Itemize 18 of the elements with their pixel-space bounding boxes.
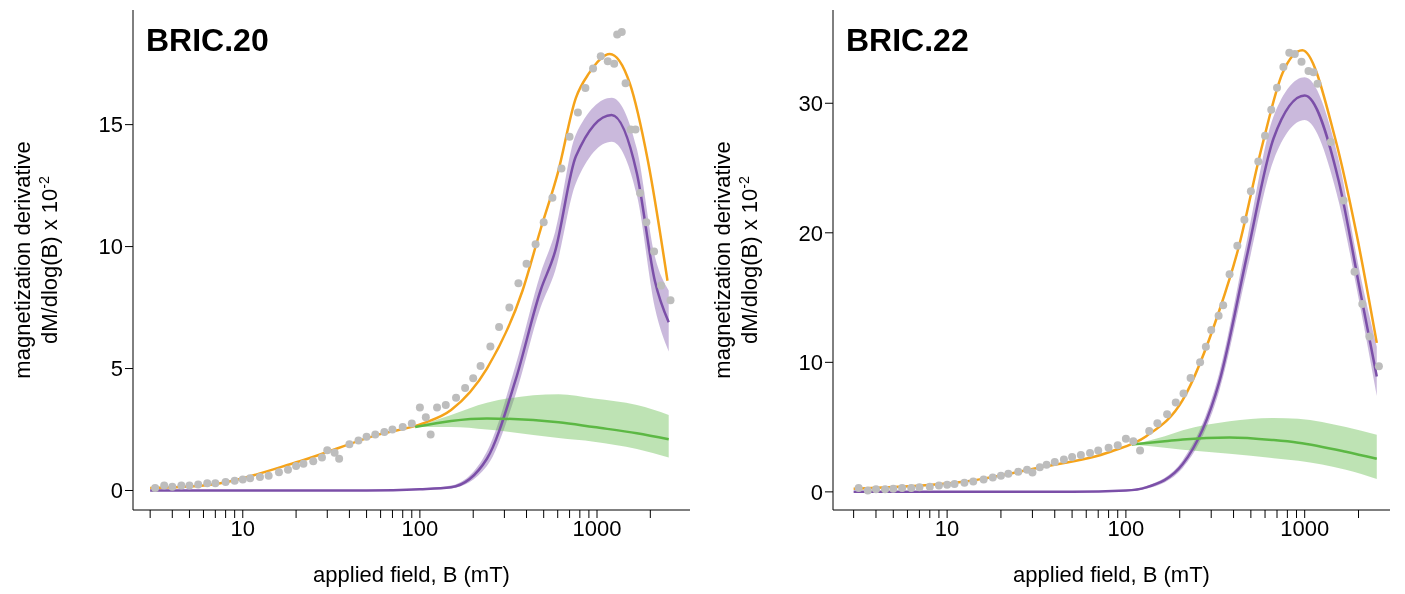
chart-title: BRIC.20 bbox=[146, 22, 269, 59]
x-axis-title: applied field, B (mT) bbox=[1013, 562, 1210, 587]
y-tick-label: 10 bbox=[798, 350, 823, 376]
y-tick-label: 5 bbox=[110, 356, 123, 382]
x-tick-label: 1000 bbox=[1280, 515, 1330, 541]
y-tick-label: 0 bbox=[110, 478, 123, 504]
x-tick-label: 1000 bbox=[572, 515, 622, 541]
x-tick-label: 10 bbox=[934, 515, 960, 541]
y-tick-label: 30 bbox=[798, 91, 823, 117]
y-tick-label: 0 bbox=[810, 479, 823, 505]
x-axis-title: applied field, B (mT) bbox=[313, 562, 510, 587]
chart-title: BRIC.22 bbox=[846, 22, 969, 59]
x-tick-label: 100 bbox=[401, 515, 439, 541]
x-tick-label: 100 bbox=[1107, 515, 1145, 541]
y-tick-label: 20 bbox=[798, 220, 823, 246]
y-tick-label: 10 bbox=[98, 234, 123, 260]
x-tick-label: 10 bbox=[230, 515, 256, 541]
y-tick-label: 15 bbox=[98, 112, 123, 138]
